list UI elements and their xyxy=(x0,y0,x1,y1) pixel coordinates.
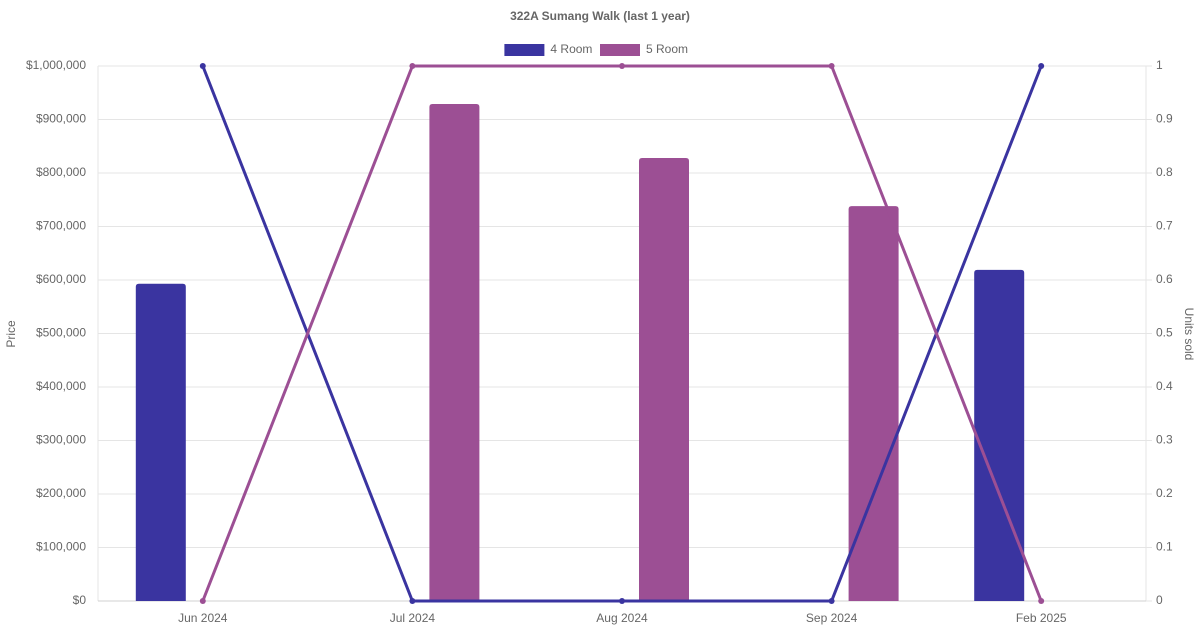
x-tick-label: Sep 2024 xyxy=(806,611,858,625)
y2-tick-label: 0.8 xyxy=(1156,165,1173,179)
y-axis-title: Price xyxy=(4,320,18,348)
y-tick-label: $800,000 xyxy=(36,165,86,179)
line-point xyxy=(1038,63,1045,69)
line-point xyxy=(409,63,416,69)
line-point xyxy=(199,598,206,604)
bar xyxy=(135,283,186,601)
y-tick-label: $1,000,000 xyxy=(26,58,86,72)
y-tick-label: $500,000 xyxy=(36,326,86,340)
legend-label: 5 Room xyxy=(646,42,688,56)
y-tick-label: $900,000 xyxy=(36,112,86,126)
x-tick-label: Jul 2024 xyxy=(390,611,436,625)
legend-swatch xyxy=(504,44,545,56)
y2-tick-label: 0 xyxy=(1156,593,1163,607)
line-point xyxy=(619,63,625,69)
line-point xyxy=(199,63,206,69)
x-tick-label: Aug 2024 xyxy=(596,611,648,625)
y-tick-label: $100,000 xyxy=(36,540,86,554)
bar xyxy=(429,103,480,602)
y2-tick-label: 1 xyxy=(1156,58,1163,72)
y2-tick-label: 0.9 xyxy=(1156,112,1173,126)
x-tick-label: Feb 2025 xyxy=(1016,611,1067,625)
y2-tick-label: 0.5 xyxy=(1156,326,1173,340)
y-tick-label: $200,000 xyxy=(36,486,86,500)
line-point xyxy=(828,63,835,69)
y2-axis-title: Units sold xyxy=(1182,308,1196,361)
x-tick-label: Jun 2024 xyxy=(178,611,228,625)
y2-tick-label: 0.4 xyxy=(1156,379,1173,393)
legend-swatch xyxy=(600,44,640,56)
y-tick-label: $0 xyxy=(73,593,87,607)
bar xyxy=(974,269,1025,601)
legend-label: 4 Room xyxy=(550,42,592,56)
chart-title: 322A Sumang Walk (last 1 year) xyxy=(510,9,690,23)
line-point xyxy=(1038,598,1045,604)
y2-tick-label: 0.1 xyxy=(1156,540,1173,554)
line-point xyxy=(619,598,625,604)
bar xyxy=(848,206,899,602)
y-tick-label: $300,000 xyxy=(36,433,86,447)
y2-tick-label: 0.7 xyxy=(1156,219,1173,233)
y-tick-label: $700,000 xyxy=(36,219,86,233)
y2-tick-label: 0.6 xyxy=(1156,272,1173,286)
y-tick-label: $600,000 xyxy=(36,272,86,286)
line-point xyxy=(409,598,416,604)
y2-tick-label: 0.3 xyxy=(1156,433,1173,447)
bar xyxy=(639,158,689,601)
line-point xyxy=(828,598,835,604)
y-tick-label: $400,000 xyxy=(36,379,86,393)
y2-tick-label: 0.2 xyxy=(1156,486,1173,500)
